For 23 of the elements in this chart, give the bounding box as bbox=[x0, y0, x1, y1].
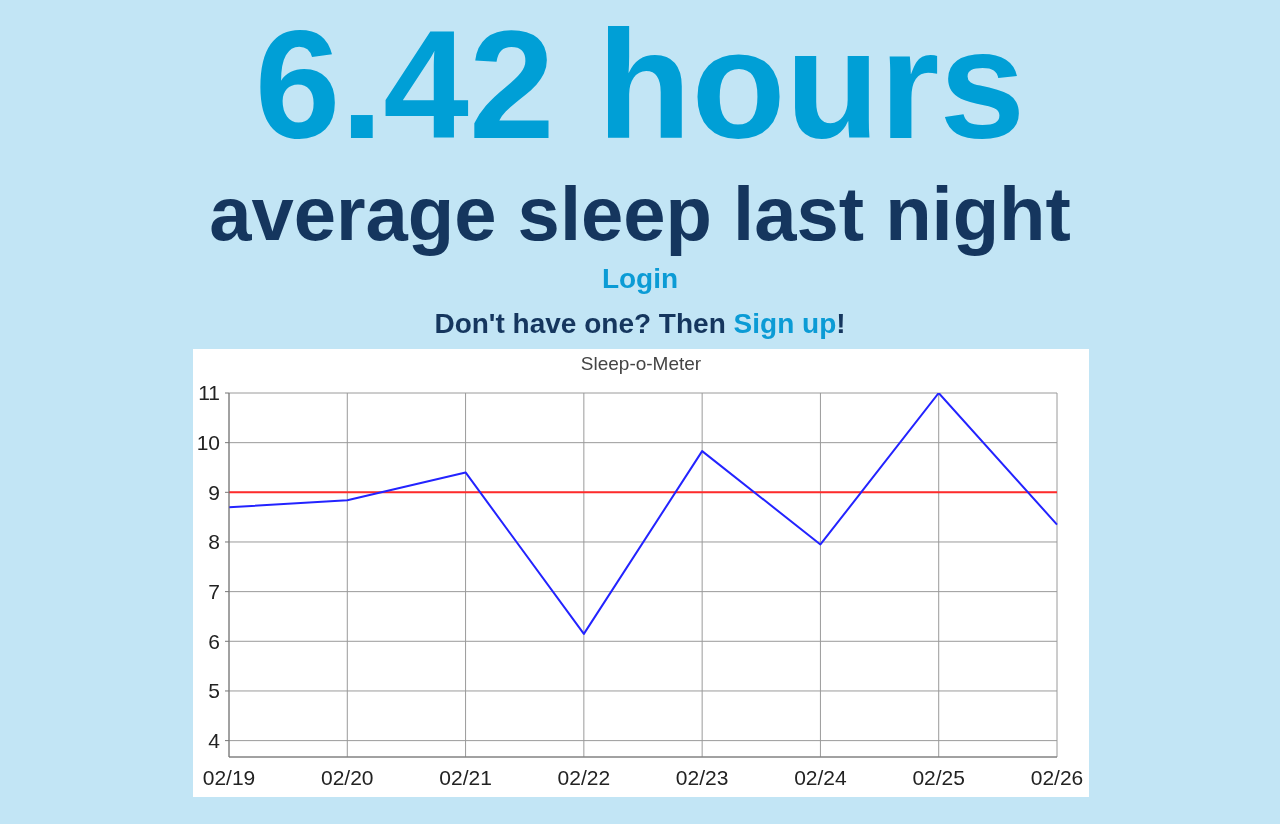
x-tick-label: 02/20 bbox=[321, 765, 374, 789]
y-tick-label: 9 bbox=[208, 480, 220, 504]
x-tick-label: 02/23 bbox=[675, 765, 729, 789]
text: Don't have one? Then bbox=[434, 308, 726, 339]
chart-title: Sleep-o-Meter bbox=[579, 353, 703, 374]
y-tick-label: 4 bbox=[208, 729, 221, 753]
y-tick-label: 7 bbox=[208, 580, 220, 604]
x-tick-label: 02/25 bbox=[912, 765, 965, 789]
x-tick-label: 02/26 bbox=[1030, 765, 1084, 789]
x-tick-label: 02/24 bbox=[794, 765, 848, 789]
x-tick-label: 02/22 bbox=[557, 765, 611, 789]
x-tick-label: 02/19 bbox=[202, 765, 256, 789]
text: 6.42 hours bbox=[253, 0, 1027, 171]
text: Login bbox=[600, 263, 680, 294]
text: ! bbox=[836, 308, 846, 339]
y-tick-label: 5 bbox=[208, 679, 220, 703]
text: average sleep last night bbox=[208, 171, 1072, 256]
y-tick-label: 10 bbox=[196, 431, 220, 455]
x-tick-label: 02/21 bbox=[439, 765, 492, 789]
y-tick-label: 8 bbox=[208, 530, 220, 554]
y-tick-label: 6 bbox=[208, 629, 220, 653]
y-tick-label: 11 bbox=[198, 381, 220, 405]
text: Sign up bbox=[733, 308, 837, 339]
